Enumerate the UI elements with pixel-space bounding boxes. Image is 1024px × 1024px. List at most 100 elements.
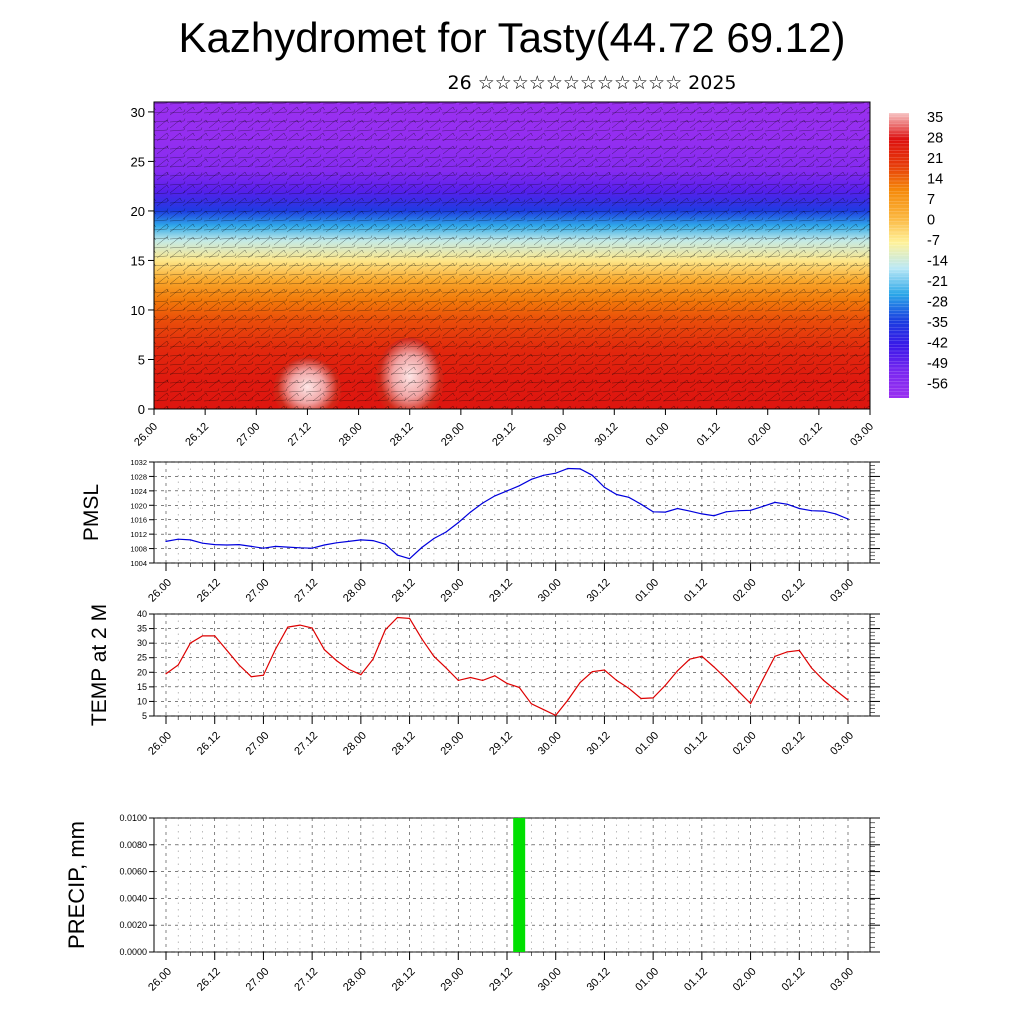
data-point bbox=[798, 649, 800, 652]
y-tick-label: 0.0040 bbox=[119, 893, 147, 903]
data-point bbox=[567, 699, 569, 701]
x-tick-label: 02.00 bbox=[731, 966, 759, 994]
y-tick-label: 0.0060 bbox=[119, 867, 147, 877]
y-tick-label: 0.0100 bbox=[119, 813, 147, 823]
colorbar-label: 35 bbox=[927, 110, 943, 126]
data-point bbox=[433, 655, 435, 657]
x-tick-label: 29.00 bbox=[438, 577, 466, 605]
y-tick-label: 10 bbox=[131, 303, 145, 318]
colorbar-label: 7 bbox=[927, 192, 935, 208]
y-tick-label: 30 bbox=[137, 638, 147, 648]
data-point bbox=[457, 522, 459, 524]
y-tick-label: 0.0080 bbox=[119, 840, 147, 850]
colorbar-strip bbox=[889, 113, 909, 398]
data-point bbox=[421, 638, 423, 640]
x-tick-label: 26.12 bbox=[183, 421, 211, 449]
data-point bbox=[810, 667, 813, 669]
colorbar-label: -7 bbox=[927, 233, 940, 249]
x-tick-label: 01.00 bbox=[633, 577, 661, 605]
y-tick-label: 10 bbox=[137, 696, 147, 706]
x-tick-label: 01.00 bbox=[633, 730, 661, 758]
x-tick-label: 03.00 bbox=[828, 577, 856, 605]
data-point bbox=[847, 699, 849, 701]
x-tick-label: 01.12 bbox=[695, 421, 723, 449]
y-tick-label: 40 bbox=[137, 609, 147, 619]
data-point bbox=[323, 648, 325, 651]
data-point bbox=[762, 505, 764, 507]
data-point bbox=[165, 673, 167, 675]
colorbar-label: -14 bbox=[927, 254, 948, 270]
data-point bbox=[591, 474, 593, 476]
data-point bbox=[591, 671, 593, 673]
data-point bbox=[664, 684, 666, 687]
data-point bbox=[311, 547, 313, 549]
y-tick-label: 20 bbox=[137, 667, 147, 677]
y-tick-label: 15 bbox=[131, 253, 145, 268]
x-tick-label: 27.12 bbox=[292, 966, 320, 994]
data-point bbox=[676, 670, 679, 672]
data-point bbox=[348, 540, 350, 542]
data-point bbox=[628, 496, 630, 498]
data-point bbox=[835, 689, 837, 691]
data-point bbox=[518, 485, 520, 487]
y-tick-label: 1020 bbox=[130, 501, 147, 510]
data-point bbox=[433, 537, 435, 540]
x-tick-label: 29.12 bbox=[487, 577, 515, 605]
data-point bbox=[774, 501, 776, 503]
x-tick-label: 03.00 bbox=[848, 421, 876, 449]
data-point bbox=[482, 502, 484, 504]
data-point bbox=[323, 544, 325, 546]
x-tick-label: 01.12 bbox=[682, 577, 710, 605]
data-point bbox=[214, 635, 216, 637]
x-tick-label: 30.00 bbox=[536, 730, 564, 758]
x-tick-label: 29.00 bbox=[438, 730, 466, 758]
y-tick-label: 15 bbox=[137, 682, 147, 692]
x-tick-label: 30.12 bbox=[585, 730, 613, 758]
data-point bbox=[579, 681, 581, 684]
x-tick-label: 27.00 bbox=[244, 730, 272, 758]
x-tick-label: 28.00 bbox=[341, 577, 369, 605]
data-point bbox=[372, 540, 374, 542]
y-tick-label: 25 bbox=[137, 653, 147, 663]
data-point bbox=[214, 544, 216, 546]
data-point bbox=[616, 679, 618, 682]
data-point bbox=[262, 674, 265, 676]
y-axis-label: PRECIP, mm bbox=[64, 821, 89, 949]
data-point bbox=[640, 697, 642, 700]
precip-bar bbox=[513, 818, 526, 952]
cross-section-panel: 0 5 10 15 20 25 30 26.00 26.12 27.00 27.12 28.00 28.… bbox=[131, 101, 876, 449]
x-tick-label: 03.00 bbox=[828, 966, 856, 994]
data-point bbox=[201, 542, 204, 544]
x-tick-label: 02.00 bbox=[731, 577, 759, 605]
data-point bbox=[725, 678, 727, 680]
x-tick-label: 30.00 bbox=[541, 421, 569, 449]
y-tick-label: 20 bbox=[131, 204, 145, 219]
y-tick-label: 1016 bbox=[130, 516, 147, 525]
colorbar-label: 0 bbox=[927, 213, 935, 229]
x-tick-label: 02.12 bbox=[797, 421, 825, 449]
x-tick-label: 29.00 bbox=[439, 421, 467, 449]
data-point bbox=[628, 687, 630, 689]
y-tick-label: 1032 bbox=[130, 458, 147, 467]
x-tick-label: 01.00 bbox=[633, 966, 661, 994]
data-point bbox=[579, 468, 581, 470]
x-tick-label: 30.00 bbox=[536, 577, 564, 605]
colorbar-label: -21 bbox=[927, 274, 948, 290]
data-point bbox=[530, 703, 532, 705]
y-tick-label: 25 bbox=[131, 154, 145, 169]
colorbar-label: -56 bbox=[927, 377, 948, 393]
page-subtitle: 26 ☆☆☆☆☆☆☆☆☆☆☆☆ 2025 bbox=[447, 72, 737, 94]
data-point bbox=[457, 679, 459, 682]
data-point bbox=[226, 649, 228, 652]
data-point bbox=[445, 667, 447, 669]
y-tick-label: 35 bbox=[137, 624, 147, 634]
data-point bbox=[725, 511, 727, 513]
colorbar: 35 28 21 14 7 0 -7 -14 -21 -28 -35 -42 -49 -56 bbox=[889, 110, 948, 398]
data-point bbox=[555, 714, 557, 717]
data-point bbox=[226, 544, 228, 546]
data-point bbox=[530, 478, 532, 480]
data-point bbox=[616, 493, 618, 496]
y-axis-label: TEMP at 2 M bbox=[88, 604, 111, 726]
data-point bbox=[299, 547, 301, 549]
data-point bbox=[287, 626, 289, 628]
